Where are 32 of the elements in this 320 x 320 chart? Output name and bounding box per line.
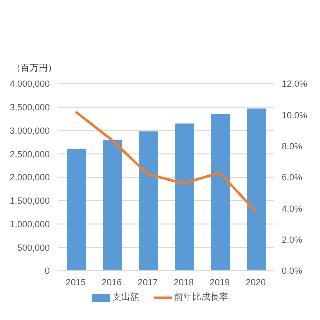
y-axis-title: （百万円） bbox=[12, 62, 57, 75]
y-tick-label: 3,000,000 bbox=[10, 126, 50, 136]
y-tick-label: 3,500,000 bbox=[10, 102, 50, 113]
x-tick-label: 2015 bbox=[66, 277, 86, 288]
x-tick-label: 2017 bbox=[138, 277, 158, 288]
y2-tick-label: 2.0% bbox=[282, 235, 303, 246]
y2-tick-label: 0.0% bbox=[282, 266, 303, 276]
legend-label: 前年比成長率 bbox=[174, 291, 228, 304]
y2-tick-label: 10.0% bbox=[282, 110, 308, 120]
bar bbox=[67, 149, 86, 271]
y2-tick-label: 12.0% bbox=[282, 79, 308, 90]
x-tick-label: 2016 bbox=[102, 277, 122, 288]
x-tick-label: 2019 bbox=[210, 277, 230, 288]
bar bbox=[103, 140, 122, 271]
y-tick-label: 1,500,000 bbox=[10, 196, 50, 206]
y-tick-label: 0 bbox=[44, 266, 50, 276]
y-tick-label: 500,000 bbox=[17, 242, 50, 253]
y2-tick-label: 4.0% bbox=[282, 204, 303, 214]
y-tick-label: 2,500,000 bbox=[10, 149, 50, 160]
bar bbox=[139, 132, 158, 271]
y2-tick-label: 8.0% bbox=[282, 142, 303, 152]
y2-tick-label: 6.0% bbox=[282, 172, 303, 183]
x-tick-label: 2020 bbox=[246, 277, 266, 288]
y-tick-label: 2,000,000 bbox=[10, 172, 50, 183]
legend-label: 支出額 bbox=[112, 291, 140, 304]
y-tick-label: 4,000,000 bbox=[10, 79, 50, 90]
bar bbox=[211, 114, 230, 271]
y-tick-label: 1,000,000 bbox=[10, 219, 50, 230]
line-series bbox=[74, 110, 258, 214]
bar bbox=[175, 124, 194, 271]
x-tick-label: 2018 bbox=[174, 277, 194, 288]
bar bbox=[247, 108, 266, 271]
